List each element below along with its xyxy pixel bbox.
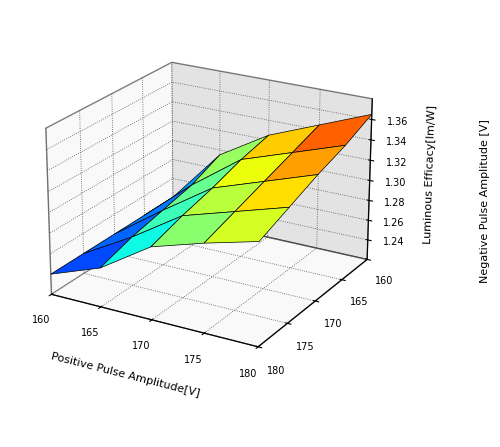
- Text: Negative Pulse Amplitude [V]: Negative Pulse Amplitude [V]: [480, 119, 490, 283]
- X-axis label: Positive Pulse Amplitude[V]: Positive Pulse Amplitude[V]: [50, 351, 201, 398]
